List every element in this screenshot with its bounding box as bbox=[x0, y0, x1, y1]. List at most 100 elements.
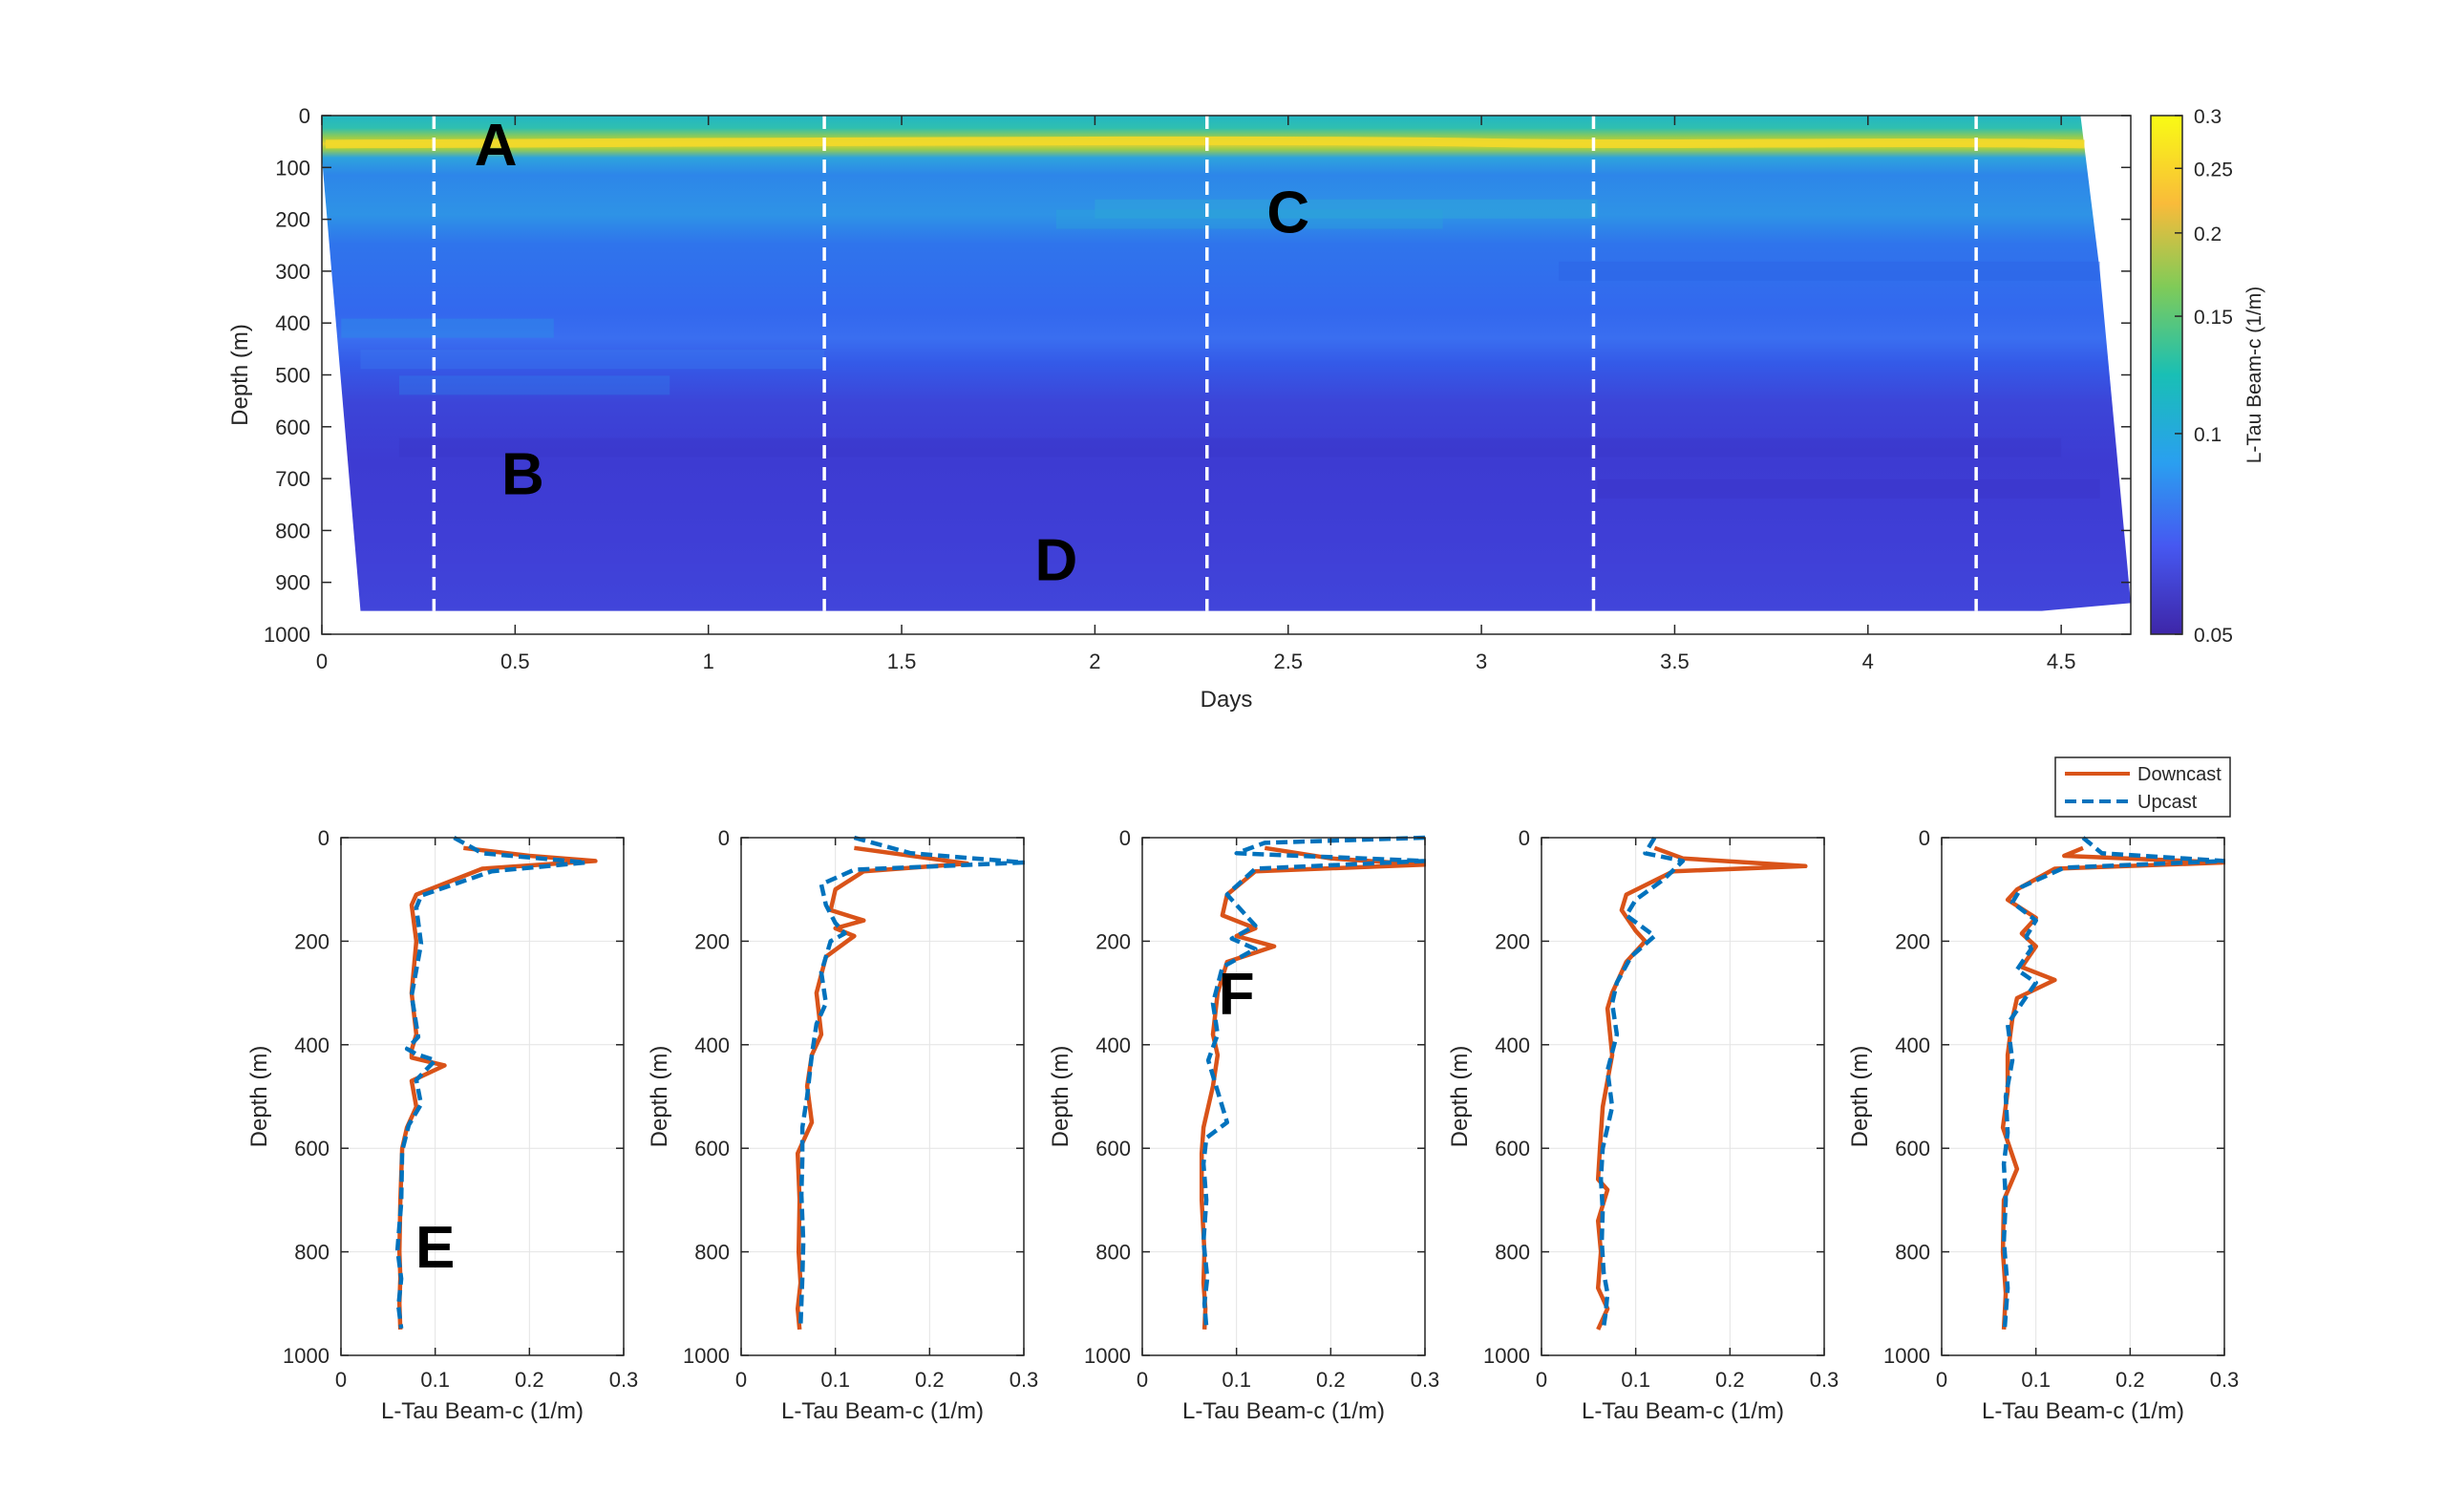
y-tick-label: 400 bbox=[275, 311, 310, 335]
y-tick-label: 800 bbox=[294, 1241, 330, 1265]
annotation-label: F bbox=[1219, 962, 1255, 1028]
series-line-upcast bbox=[1201, 835, 1426, 1328]
y-tick-label: 0 bbox=[318, 826, 330, 850]
plot-area bbox=[1541, 838, 1824, 1355]
series-line-upcast bbox=[1598, 836, 1686, 1328]
axes-box bbox=[1541, 837, 1825, 1356]
x-axis-label: L-Tau Beam-c (1/m) bbox=[1582, 1398, 1784, 1424]
series-line-downcast bbox=[795, 845, 970, 1331]
heatmap-streak bbox=[360, 350, 825, 370]
y-tick-label: 0 bbox=[1519, 826, 1530, 850]
colorbar-tick-label: 0.1 bbox=[2194, 424, 2222, 446]
x-tick-label: 0.1 bbox=[1621, 1368, 1650, 1392]
x-tick-label: 0 bbox=[316, 650, 328, 673]
x-tick-label: 0.1 bbox=[1222, 1368, 1251, 1392]
axes-box bbox=[1141, 837, 1426, 1356]
colorbar-tick-label: 0.25 bbox=[2194, 159, 2233, 181]
y-axis-label: Depth (m) bbox=[227, 324, 253, 426]
colorbar: 0.05 0.1 0.15 0.2 0.25 0.3 L-Tau Beam-c (1/m) bbox=[2150, 106, 2265, 647]
x-axis-label: L-Tau Beam-c (1/m) bbox=[781, 1398, 984, 1424]
y-tick-label: 400 bbox=[694, 1033, 730, 1057]
y-tick-label: 1000 bbox=[1084, 1344, 1131, 1368]
y-tick-label: 700 bbox=[275, 467, 310, 491]
plot-area bbox=[741, 838, 1024, 1355]
x-tick-label: 0 bbox=[1137, 1368, 1148, 1392]
series-group bbox=[394, 836, 598, 1330]
y-tick-label: 1000 bbox=[683, 1344, 730, 1368]
y-tick-label: 300 bbox=[275, 260, 310, 284]
legend-box bbox=[2054, 756, 2231, 818]
x-tick-label: 0.3 bbox=[2210, 1368, 2240, 1392]
series-line-downcast bbox=[1595, 845, 1808, 1331]
heatmap-streak bbox=[341, 318, 554, 338]
x-tick-label: 0 bbox=[1536, 1368, 1547, 1392]
heatmap-streak bbox=[398, 437, 2062, 458]
max-layer bbox=[326, 136, 2085, 149]
y-tick-label: 600 bbox=[275, 415, 310, 439]
x-tick-label: 2 bbox=[1089, 650, 1100, 673]
y-tick-label: 200 bbox=[275, 208, 310, 232]
y-tick-label: 200 bbox=[694, 929, 730, 953]
axes-box bbox=[1941, 837, 2225, 1356]
y-axis-label: Depth (m) bbox=[1847, 1046, 1873, 1148]
y-axis-label: Depth (m) bbox=[1447, 1046, 1473, 1148]
plot-area bbox=[1142, 838, 1425, 1355]
colorbar-tick-label: 0.2 bbox=[2194, 224, 2222, 245]
y-tick-label: 200 bbox=[1095, 929, 1131, 953]
colorbar-label: L-Tau Beam-c (1/m) bbox=[2243, 287, 2265, 464]
heatmap-field bbox=[322, 116, 2131, 611]
x-tick-label: 1.5 bbox=[887, 650, 917, 673]
colorbar-tick-label: 0.3 bbox=[2194, 106, 2222, 128]
x-tick-label: 0 bbox=[335, 1368, 347, 1392]
legend-label: Upcast bbox=[2137, 792, 2198, 813]
heatmap-streak bbox=[1597, 479, 2100, 499]
x-tick-label: 3 bbox=[1476, 650, 1487, 673]
annotation-label: A bbox=[475, 113, 518, 179]
y-axis-label: Depth (m) bbox=[246, 1046, 272, 1148]
series-line-upcast bbox=[2001, 836, 2225, 1328]
x-axis-label: L-Tau Beam-c (1/m) bbox=[1182, 1398, 1385, 1424]
y-axis-label: Depth (m) bbox=[1048, 1046, 1074, 1148]
y-tick-label: 900 bbox=[275, 571, 310, 595]
y-tick-label: 0 bbox=[1919, 826, 1930, 850]
plot-area bbox=[341, 838, 624, 1355]
series-group bbox=[795, 835, 1025, 1331]
y-tick-label: 100 bbox=[275, 156, 310, 180]
heatmap-streak bbox=[1095, 199, 1598, 219]
y-tick-label: 1000 bbox=[1483, 1344, 1530, 1368]
x-tick-label: 4 bbox=[1862, 650, 1874, 673]
y-tick-label: 200 bbox=[1895, 929, 1930, 953]
series-group bbox=[1199, 835, 1426, 1331]
y-tick-label: 800 bbox=[1095, 1241, 1131, 1265]
y-tick-label: 400 bbox=[1495, 1033, 1530, 1057]
x-tick-label: 0.1 bbox=[420, 1368, 450, 1392]
y-tick-label: 600 bbox=[694, 1137, 730, 1161]
y-tick-label: 600 bbox=[1895, 1137, 1930, 1161]
axes-box bbox=[340, 837, 625, 1356]
x-tick-label: 1 bbox=[703, 650, 714, 673]
x-tick-label: 0.3 bbox=[609, 1368, 639, 1392]
y-axis-label: Depth (m) bbox=[647, 1046, 672, 1148]
x-axis-label: Days bbox=[1201, 687, 1253, 713]
y-tick-label: 1000 bbox=[1883, 1344, 1930, 1368]
series-line-upcast bbox=[797, 835, 1025, 1328]
x-tick-label: 0.2 bbox=[1316, 1368, 1346, 1392]
y-tick-label: 0 bbox=[1119, 826, 1131, 850]
y-tick-label: 0 bbox=[718, 826, 730, 850]
plot-area bbox=[1942, 838, 2224, 1355]
x-axis-label: L-Tau Beam-c (1/m) bbox=[381, 1398, 584, 1424]
annotation-label: C bbox=[1266, 180, 1309, 245]
heatmap-streak bbox=[398, 375, 670, 395]
axes-box bbox=[740, 837, 1025, 1356]
y-tick-label: 600 bbox=[294, 1137, 330, 1161]
y-tick-label: 400 bbox=[294, 1033, 330, 1057]
y-tick-label: 800 bbox=[275, 519, 310, 543]
x-tick-label: 0 bbox=[735, 1368, 747, 1392]
y-tick-label: 200 bbox=[294, 929, 330, 953]
x-tick-label: 0.3 bbox=[1411, 1368, 1440, 1392]
